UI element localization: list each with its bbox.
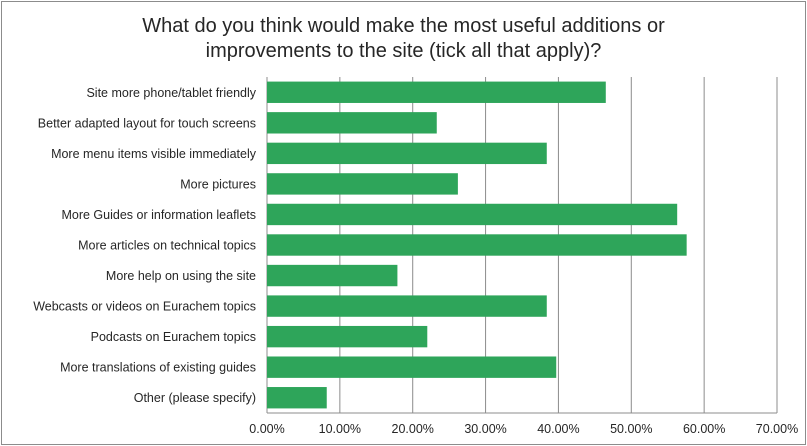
bar xyxy=(267,142,547,165)
bar xyxy=(267,356,557,378)
bar xyxy=(267,81,606,103)
x-tick-label: 10.00% xyxy=(319,422,361,436)
category-label: Webcasts or videos on Eurachem topics xyxy=(33,300,256,314)
x-tick-label: 30.00% xyxy=(464,422,506,436)
category-label: More translations of existing guides xyxy=(60,361,256,375)
chart-title-line-2: improvements to the site (tick all that … xyxy=(205,40,602,62)
bar xyxy=(267,112,437,134)
category-label: Better adapted layout for touch screens xyxy=(38,116,256,130)
category-label: Site more phone/tablet friendly xyxy=(86,86,256,100)
x-tick-label: 40.00% xyxy=(537,422,579,436)
category-label: Podcasts on Eurachem topics xyxy=(91,330,256,344)
x-tick-label: 70.00% xyxy=(756,422,798,436)
chart-title-line-1: What do you think would make the most us… xyxy=(142,15,665,37)
category-label: Other (please specify) xyxy=(134,391,256,405)
bar xyxy=(267,264,398,287)
category-label: More articles on technical topics xyxy=(78,239,256,253)
category-label: More pictures xyxy=(180,177,256,191)
x-tick-label: 20.00% xyxy=(392,422,434,436)
bar xyxy=(267,387,327,409)
bar xyxy=(267,173,458,195)
bar xyxy=(267,203,678,226)
x-tick-label: 50.00% xyxy=(610,422,652,436)
x-tick-label: 0.00% xyxy=(249,422,284,436)
bar xyxy=(267,325,428,348)
category-label: More Guides or information leaflets xyxy=(61,208,256,222)
bar xyxy=(267,295,547,317)
bar xyxy=(267,234,687,256)
category-label: More help on using the site xyxy=(106,269,256,283)
x-tick-label: 60.00% xyxy=(683,422,725,436)
chart-title: What do you think would make the most us… xyxy=(0,14,807,64)
category-label: More menu items visible immediately xyxy=(51,147,257,161)
